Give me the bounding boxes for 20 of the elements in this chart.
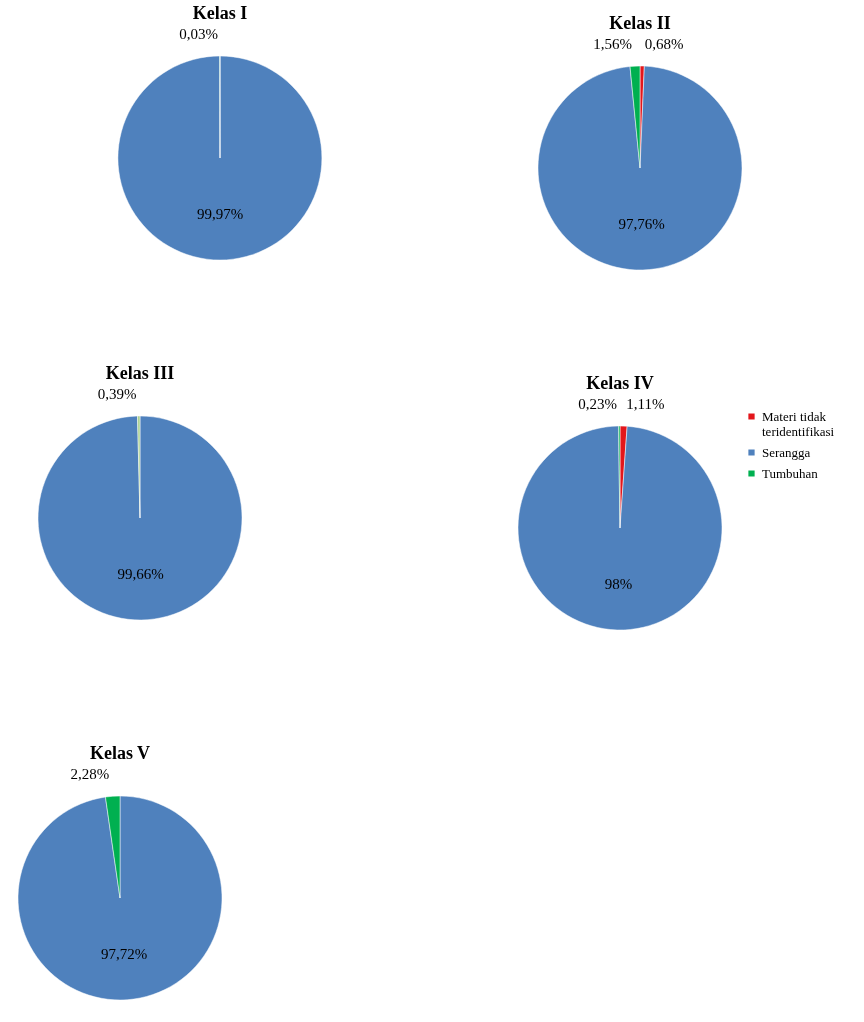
chart-title: Kelas V: [89, 743, 151, 764]
data-label: 1,11%: [626, 396, 665, 413]
data-label: 0,39%: [97, 386, 137, 403]
data-label: 98%: [604, 576, 633, 593]
legend-label: Tumbuhan: [762, 465, 819, 481]
legend-label: Serangga: [762, 444, 811, 460]
chart-title: Kelas I: [192, 3, 248, 23]
chart-title: Kelas III: [105, 363, 175, 384]
chart-title: Kelas IV: [586, 373, 654, 393]
data-label: 0,68%: [644, 36, 684, 53]
data-label: 0,23%: [578, 396, 618, 412]
data-label: 97,72%: [100, 945, 148, 962]
legend-label: Materi tidak teridentifikasi: [762, 408, 835, 439]
data-label: 97,76%: [618, 216, 665, 233]
data-label: 99,97%: [196, 206, 244, 223]
data-label: 0,03%: [179, 26, 218, 42]
data-label: 99,66%: [117, 566, 164, 583]
data-label: 1,56%: [593, 36, 632, 53]
data-label: 2,28%: [70, 766, 110, 783]
chart-title: Kelas II: [609, 13, 671, 34]
